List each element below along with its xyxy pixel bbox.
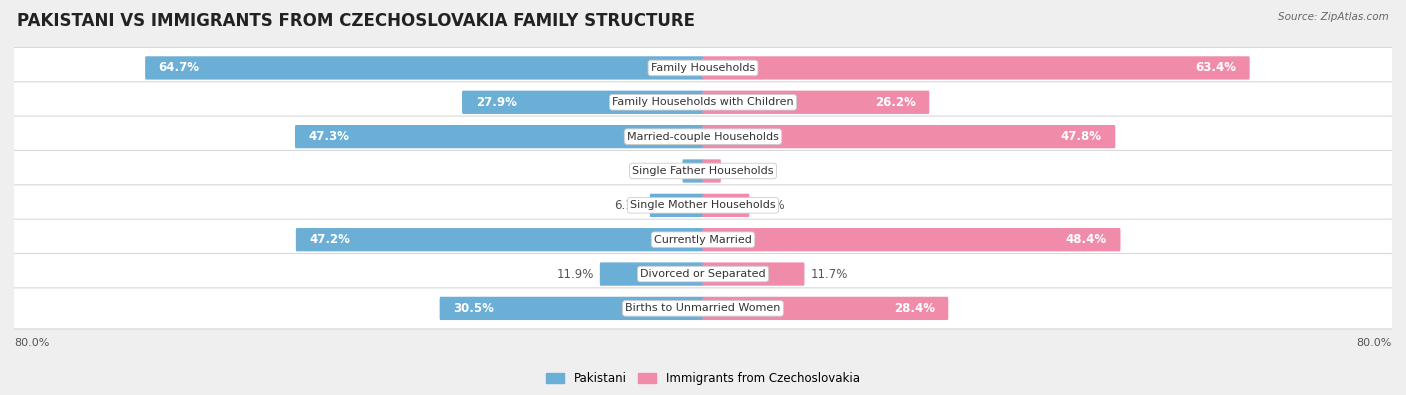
Text: 2.3%: 2.3%	[647, 164, 676, 177]
FancyBboxPatch shape	[703, 125, 1115, 148]
Text: 80.0%: 80.0%	[1357, 338, 1392, 348]
Text: Family Households with Children: Family Households with Children	[612, 97, 794, 107]
Text: 47.8%: 47.8%	[1060, 130, 1102, 143]
FancyBboxPatch shape	[13, 116, 1393, 157]
Text: Married-couple Households: Married-couple Households	[627, 132, 779, 142]
Text: 11.7%: 11.7%	[811, 267, 848, 280]
FancyBboxPatch shape	[703, 297, 948, 320]
FancyBboxPatch shape	[13, 82, 1393, 123]
FancyBboxPatch shape	[13, 219, 1393, 260]
FancyBboxPatch shape	[703, 159, 721, 182]
FancyBboxPatch shape	[703, 228, 1121, 251]
Text: 11.9%: 11.9%	[557, 267, 593, 280]
Text: 6.1%: 6.1%	[613, 199, 644, 212]
Text: Source: ZipAtlas.com: Source: ZipAtlas.com	[1278, 12, 1389, 22]
Text: 2.0%: 2.0%	[727, 164, 756, 177]
FancyBboxPatch shape	[295, 125, 703, 148]
FancyBboxPatch shape	[703, 56, 1250, 79]
Text: Single Mother Households: Single Mother Households	[630, 200, 776, 211]
FancyBboxPatch shape	[295, 228, 703, 251]
FancyBboxPatch shape	[600, 262, 703, 286]
Text: 63.4%: 63.4%	[1195, 62, 1236, 74]
Text: 5.3%: 5.3%	[755, 199, 785, 212]
FancyBboxPatch shape	[463, 90, 703, 114]
Text: 64.7%: 64.7%	[159, 62, 200, 74]
Text: Single Father Households: Single Father Households	[633, 166, 773, 176]
Text: Family Households: Family Households	[651, 63, 755, 73]
Text: 80.0%: 80.0%	[14, 338, 49, 348]
Text: Currently Married: Currently Married	[654, 235, 752, 245]
FancyBboxPatch shape	[650, 194, 703, 217]
FancyBboxPatch shape	[703, 194, 749, 217]
Text: 30.5%: 30.5%	[453, 302, 494, 315]
FancyBboxPatch shape	[440, 297, 703, 320]
FancyBboxPatch shape	[703, 262, 804, 286]
FancyBboxPatch shape	[13, 185, 1393, 226]
Text: 47.3%: 47.3%	[308, 130, 350, 143]
FancyBboxPatch shape	[145, 56, 703, 79]
FancyBboxPatch shape	[13, 150, 1393, 192]
Legend: Pakistani, Immigrants from Czechoslovakia: Pakistani, Immigrants from Czechoslovaki…	[541, 367, 865, 390]
Text: 47.2%: 47.2%	[309, 233, 350, 246]
FancyBboxPatch shape	[13, 288, 1393, 329]
Text: PAKISTANI VS IMMIGRANTS FROM CZECHOSLOVAKIA FAMILY STRUCTURE: PAKISTANI VS IMMIGRANTS FROM CZECHOSLOVA…	[17, 12, 695, 30]
Text: 26.2%: 26.2%	[875, 96, 915, 109]
Text: 48.4%: 48.4%	[1066, 233, 1107, 246]
Text: Divorced or Separated: Divorced or Separated	[640, 269, 766, 279]
FancyBboxPatch shape	[682, 159, 703, 182]
Text: Births to Unmarried Women: Births to Unmarried Women	[626, 303, 780, 313]
FancyBboxPatch shape	[13, 254, 1393, 295]
FancyBboxPatch shape	[13, 47, 1393, 88]
FancyBboxPatch shape	[703, 90, 929, 114]
Text: 27.9%: 27.9%	[475, 96, 516, 109]
Text: 28.4%: 28.4%	[894, 302, 935, 315]
